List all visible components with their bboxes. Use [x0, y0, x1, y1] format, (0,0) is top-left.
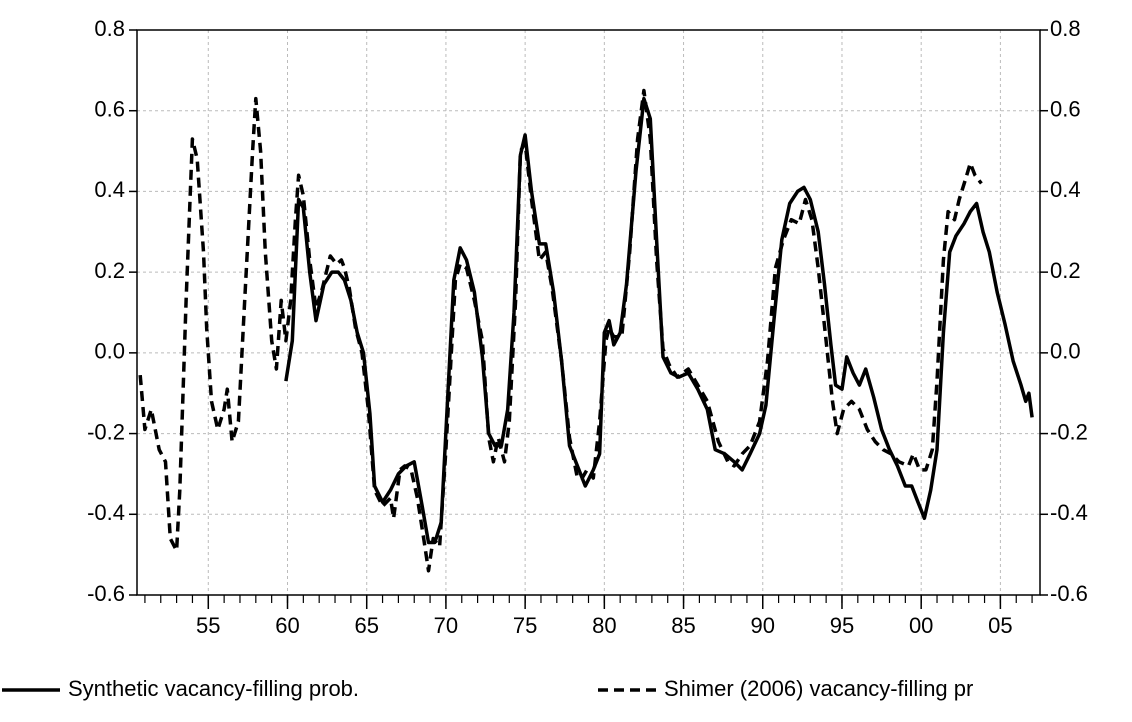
x-tick-label: 80	[592, 613, 616, 638]
x-tick-label: 70	[434, 613, 458, 638]
y-tick-label: 0.0	[94, 339, 125, 364]
x-tick-label: 75	[513, 613, 537, 638]
x-tick-label: 55	[196, 613, 220, 638]
legend-label: Synthetic vacancy-filling prob.	[68, 676, 359, 701]
x-tick-label: 95	[830, 613, 854, 638]
x-tick-label: 00	[909, 613, 933, 638]
y-tick-label: 0.2	[94, 258, 125, 283]
y2-tick-label: -0.4	[1050, 500, 1088, 525]
y2-tick-label: 0.6	[1050, 97, 1081, 122]
series-line	[138, 88, 983, 573]
x-tick-label: 05	[988, 613, 1012, 638]
y2-tick-label: 0.0	[1050, 339, 1081, 364]
y-tick-label: -0.6	[87, 581, 125, 606]
y2-tick-label: -0.2	[1050, 419, 1088, 444]
legend-label: Shimer (2006) vacancy-filling pr	[664, 676, 973, 701]
y-tick-label: 0.4	[94, 177, 125, 202]
x-tick-label: 90	[751, 613, 775, 638]
x-tick-label: 85	[671, 613, 695, 638]
y2-tick-label: -0.6	[1050, 581, 1088, 606]
y-tick-label: 0.6	[94, 97, 125, 122]
y2-tick-label: 0.4	[1050, 177, 1081, 202]
y2-tick-label: 0.8	[1050, 16, 1081, 41]
y2-tick-label: 0.2	[1050, 258, 1081, 283]
plot-frame	[136, 29, 1041, 596]
y-tick-label: -0.4	[87, 500, 125, 525]
x-tick-label: 65	[354, 613, 378, 638]
x-tick-label: 60	[275, 613, 299, 638]
y-tick-label: -0.2	[87, 419, 125, 444]
y-tick-label: 0.8	[94, 16, 125, 41]
